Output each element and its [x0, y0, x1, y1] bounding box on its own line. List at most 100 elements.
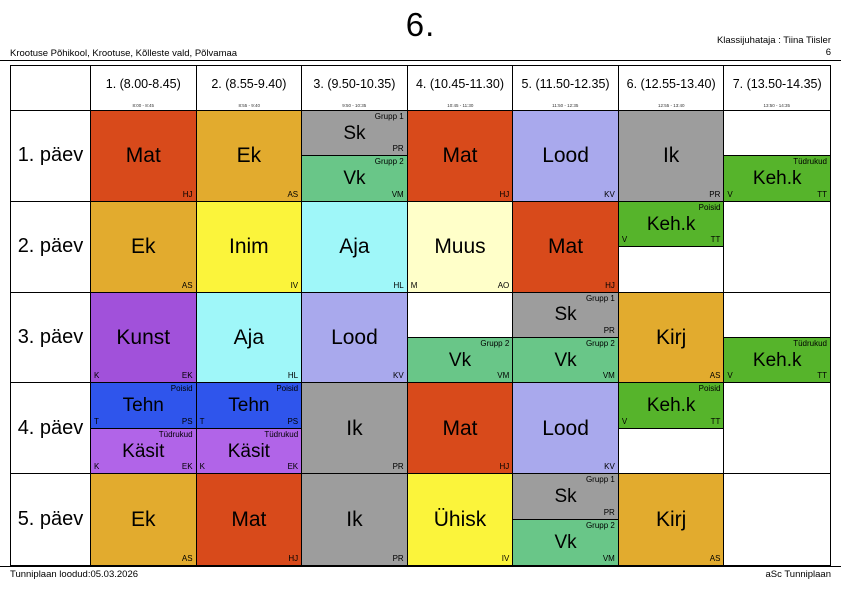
lesson-cell: Mat HJ	[91, 111, 196, 201]
teacher-label: IV	[290, 280, 299, 290]
teacher-label: KV	[604, 462, 615, 472]
lesson-cell: Ik PR	[302, 383, 407, 474]
lesson-cell: Aja HL	[302, 201, 407, 292]
subject-label: Sk	[554, 304, 577, 326]
subject-label: Mat	[442, 416, 478, 440]
group-label: Poisid	[170, 384, 193, 394]
subject-label: Inim	[229, 235, 269, 259]
empty-slot	[618, 428, 724, 474]
timeslot-cell: Muus M AO	[407, 201, 514, 293]
timeslot-cell: Ek AS	[91, 201, 197, 293]
subject-label: Aja	[339, 235, 370, 259]
room-label: K	[94, 371, 100, 381]
group-label: Grupp 2	[585, 339, 615, 348]
column-header: 3. (9.50-10.35) 9:50 - 10:35	[302, 66, 408, 111]
column-header: 1. (8.00-8.45) 8:00 - 8:45	[91, 66, 197, 111]
timeslot-cell: Poisid Tehn T PS Tüdrukud Käsit K EK	[91, 383, 197, 475]
teacher-label: HJ	[605, 280, 615, 290]
timeslot-cell	[724, 201, 830, 293]
teacher-label: VM	[497, 371, 510, 381]
subject-label: Vk	[343, 168, 366, 190]
subject-label: Tehn	[122, 395, 164, 417]
group-label: Poisid	[698, 384, 721, 394]
empty-slot	[724, 292, 830, 338]
teacher-label: PR	[709, 189, 721, 199]
lesson-cell: Grupp 2 Vk VM	[513, 520, 618, 565]
column-header: 4. (10.45-11.30) 10:45 - 11:30	[407, 66, 514, 111]
column-header: 5. (11.50-12.35) 11:50 - 12:35	[513, 66, 619, 111]
group-label: Grupp 2	[585, 521, 615, 531]
subject-label: Mat	[125, 144, 161, 168]
subject-label: Vk	[554, 349, 577, 371]
timeslot-cell: Kunst K EK	[91, 292, 197, 384]
timeslot-cell: Poisid Keh.k V TT	[618, 383, 725, 475]
column-header-time: 11:50 - 12:35	[552, 104, 579, 109]
lesson-cell: Poisid Keh.k V TT	[618, 383, 724, 429]
class-teacher-label: Klassijuhataja : Tiina Tiisler	[716, 35, 831, 46]
lesson-cell: Mat HJ	[407, 383, 513, 474]
day-label: 3. päev	[11, 292, 91, 384]
column-header-label: 6. (12.55-13.40)	[626, 77, 716, 91]
timeslot-cell: Kirj AS	[618, 474, 725, 565]
column-header-label: 5. (11.50-12.35)	[521, 77, 610, 91]
subject-label: Keh.k	[646, 395, 696, 417]
day-label: 4. päev	[11, 383, 91, 475]
timeslot-cell: Aja HL	[302, 201, 408, 293]
subject-label: Lood	[542, 144, 589, 168]
column-header-label: 3. (9.50-10.35)	[313, 77, 396, 91]
column-header-label: 4. (10.45-11.30)	[415, 77, 504, 91]
group-label: Tüdrukud	[793, 157, 827, 167]
day-label: 1. päev	[11, 111, 91, 202]
timeslot-cell: Lood KV	[513, 111, 619, 202]
subject-label: Ühisk	[433, 508, 487, 532]
room-label: T	[94, 416, 99, 426]
teacher-label: PR	[392, 554, 404, 563]
teacher-label: PR	[392, 462, 404, 472]
lesson-cell: Mat HJ	[407, 111, 513, 201]
subject-label: Keh.k	[752, 349, 802, 371]
group-label: Grupp 1	[374, 112, 404, 121]
timeslot-cell: Ek AS	[196, 111, 303, 202]
page-title: 6.	[405, 6, 436, 43]
teacher-label: PS	[181, 416, 193, 426]
subject-label: Muus	[434, 235, 486, 259]
group-label: Tüdrukud	[264, 429, 299, 439]
timeslot-cell: Mat HJ	[407, 111, 514, 202]
top-divider	[0, 60, 841, 61]
timeslot-cell	[724, 383, 830, 475]
teacher-label: HJ	[182, 189, 193, 199]
column-header-time: 8:00 - 8:45	[132, 104, 155, 109]
column-header-label: 1. (8.00-8.45)	[105, 77, 181, 91]
timeslot-cell: Grupp 1 Sk PR Grupp 2 Vk VM	[302, 111, 408, 202]
lesson-cell: Inim IV	[196, 201, 302, 292]
lesson-cell: Grupp 2 Vk VM	[513, 338, 618, 383]
subject-label: Tehn	[228, 395, 270, 417]
timeslot-cell: Poisid Keh.k V TT	[618, 201, 725, 293]
group-label: Grupp 1	[585, 475, 615, 485]
subject-label: Keh.k	[646, 213, 696, 235]
timeslot-cell: Ik PR	[618, 111, 725, 202]
subject-label: Mat	[231, 508, 267, 532]
room-label: V	[621, 235, 628, 245]
app-name: aSc Tunniplaan	[765, 569, 832, 580]
column-header-time: 13:50 - 14:35	[763, 104, 791, 109]
column-header-time: 8:55 - 9:40	[238, 104, 260, 109]
timeslot-cell: Aja HL	[196, 292, 303, 384]
timeslot-cell: Mat HJ	[407, 383, 514, 475]
column-header-time: 9:50 - 10:35	[342, 104, 367, 109]
teacher-label: AS	[287, 189, 299, 199]
empty-slot	[618, 247, 724, 292]
timeslot-cell: Kirj AS	[618, 292, 725, 384]
lesson-cell: Ik PR	[302, 474, 407, 565]
subject-label: Kunst	[116, 325, 171, 349]
teacher-label: HJ	[499, 462, 510, 472]
subject-label: Vk	[554, 532, 577, 554]
school-name: Krootuse Põhikool, Krootuse, Kõlleste va…	[10, 48, 238, 59]
timeslot-cell: Ik PR	[302, 474, 408, 565]
subject-label: Lood	[542, 416, 589, 440]
subject-label: Lood	[331, 325, 378, 349]
timeslot-cell: Inim IV	[196, 201, 303, 293]
subject-label: Sk	[343, 122, 366, 144]
lesson-cell: Mat HJ	[196, 474, 302, 565]
subject-label: Ik	[346, 508, 363, 532]
